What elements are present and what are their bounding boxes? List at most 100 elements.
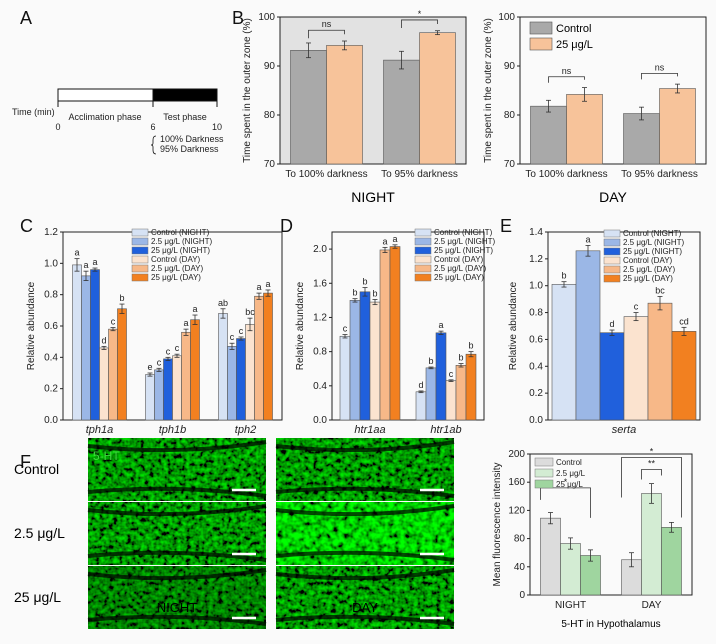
significance-letter: a (256, 282, 261, 292)
legend-label: Control (DAY) (434, 255, 484, 264)
y-tick-label: 90 (264, 61, 276, 72)
bar (227, 346, 237, 421)
bar (419, 32, 456, 165)
legend-label: 2.5 μg/L (NIGHT) (623, 238, 685, 247)
bar (181, 331, 191, 421)
y-axis-label: Relative abundance (26, 281, 37, 370)
y-tick-label: 0.0 (44, 415, 58, 426)
bar (671, 331, 697, 421)
micrograph-1-0 (87, 502, 267, 565)
bar (263, 292, 273, 421)
bar (90, 269, 100, 421)
significance-letter: bc (655, 285, 665, 295)
y-tick-label: 160 (508, 477, 525, 488)
bar (117, 308, 127, 421)
bar (72, 264, 82, 421)
legend-swatch (603, 247, 621, 256)
bar (530, 105, 567, 165)
significance-letter: b (372, 289, 377, 299)
legend-swatch (529, 21, 553, 35)
bar (623, 113, 660, 165)
legend-label: 2.5 μg/L (DAY) (623, 265, 676, 274)
plot-frame (279, 16, 467, 165)
legend-swatch (603, 274, 621, 283)
tissue-fold (87, 504, 267, 517)
significance-letter: a (74, 248, 79, 258)
category-label: To 95% darkness (381, 169, 458, 180)
tissue-fold (87, 486, 267, 498)
y-tick-label: 0.4 (529, 361, 543, 372)
significance-letter: d (101, 335, 106, 345)
significance-letter: d (418, 380, 423, 390)
y-tick-label: 200 (508, 449, 525, 460)
y-tick-label: 0.6 (529, 334, 543, 345)
bar (190, 319, 200, 421)
significance-letter: a (382, 236, 387, 246)
significance-letter: b (119, 293, 124, 303)
bar (465, 353, 477, 421)
legend-swatch (414, 237, 432, 246)
significance-letter: a (438, 320, 443, 330)
bar (540, 517, 561, 596)
bar (154, 369, 164, 421)
y-tick-label: 1.6 (313, 278, 327, 289)
y-axis-label: Time spent in the outer zone (%) (242, 18, 253, 163)
bar (254, 295, 264, 421)
significance-letter: b (561, 271, 566, 281)
category-label: To 100% darkness (285, 169, 367, 180)
significance-letter: b (458, 353, 463, 363)
column-label-day: DAY (352, 600, 378, 615)
panel-letter-e: E (500, 216, 512, 236)
bar (623, 316, 649, 421)
legend-label: 25 μg/L (556, 480, 583, 489)
y-tick-label: 0.8 (529, 308, 543, 319)
panel-letter-c: C (20, 216, 33, 236)
option-95: 95% Darkness (160, 144, 219, 154)
category-label: tph1a (86, 424, 114, 436)
panel-letter-f: F (20, 452, 31, 472)
category-label: tph2 (235, 424, 256, 436)
y-tick-label: 1.4 (529, 227, 543, 238)
tissue-fold (275, 614, 455, 626)
significance-letter: a (92, 257, 97, 267)
legend-label: Control (DAY) (623, 256, 673, 265)
legend-swatch (603, 229, 621, 238)
legend-label: 25 μg/L (DAY) (151, 273, 201, 282)
row-label: Control (14, 461, 59, 477)
micrograph-grid: Control 2.5 μg/L 25 μg/L 5-HT NIGHT DAY (14, 438, 455, 629)
legend-swatch (131, 255, 149, 264)
bar (290, 50, 327, 165)
legend-swatch (529, 37, 553, 51)
bar (445, 380, 457, 421)
y-axis-label: Relative abundance (508, 281, 519, 370)
legend-swatch (414, 273, 432, 282)
y-tick-label: 90 (504, 61, 516, 72)
bar (661, 527, 682, 596)
bar (575, 250, 601, 421)
bar (415, 391, 427, 421)
significance-letter: b (362, 277, 367, 287)
category-label: tph1b (159, 424, 187, 436)
y-tick-label: 0.2 (44, 384, 58, 395)
significance-letter: c (166, 346, 171, 356)
micrograph-0-0 (87, 438, 267, 501)
legend-swatch (414, 246, 432, 255)
chart-e: 0.0 0.2 0.4 0.6 0.8 1.0 1.2 1.4 Relative abundan… (508, 227, 701, 436)
significance-bracket (548, 76, 585, 83)
significance-letter: b (468, 341, 473, 351)
plot-frame (529, 453, 693, 596)
significance-letter: a (83, 260, 88, 270)
category-label: htr1aa (354, 424, 385, 436)
significance-mark: ** (648, 459, 656, 469)
significance-letter: c (230, 332, 235, 342)
bar (99, 347, 109, 421)
significance-letter: c (111, 317, 116, 327)
y-tick-label: 80 (504, 110, 516, 121)
y-tick-label: 0 (519, 590, 525, 601)
tissue-fold (275, 568, 455, 581)
y-tick-label: 0.8 (313, 347, 327, 358)
legend-label: 2.5 μg/L (NIGHT) (434, 237, 496, 246)
y-tick-label: 1.2 (313, 312, 327, 323)
significance-letter: c (157, 357, 162, 367)
legend-label: 2.5 μg/L (NIGHT) (151, 237, 213, 246)
